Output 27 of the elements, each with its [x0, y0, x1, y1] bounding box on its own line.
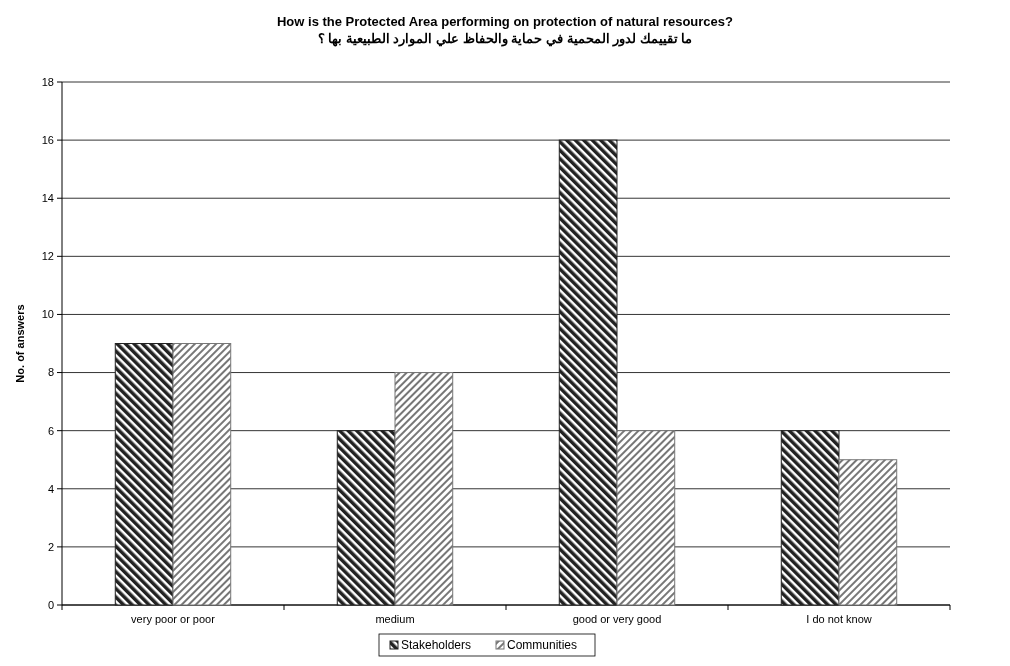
chart-subtitle: ما تقييمك لدور المحمية في حماية والحفاظ علي الموارد الطبيعية بها ؟: [317, 31, 693, 47]
x-tick-label: good or very good: [572, 613, 662, 625]
x-tick-label: I do not know: [806, 613, 872, 625]
y-tick-label: 0: [47, 598, 54, 611]
y-tick-label: 16: [41, 133, 54, 146]
bar: [780, 430, 840, 606]
chart-title: How is the Protected Area performing on protection of natural resources?: [276, 14, 734, 29]
y-tick-label: 8: [47, 366, 54, 379]
bar: [172, 343, 232, 606]
bar: [616, 430, 676, 606]
bar: [558, 139, 618, 606]
bar: [336, 430, 396, 606]
y-tick-label: 12: [41, 250, 54, 263]
y-tick-label: 6: [47, 424, 54, 437]
y-tick-label: 4: [47, 482, 54, 495]
bar: [838, 459, 898, 606]
x-tick-label: very poor or poor: [131, 613, 216, 625]
y-tick-label: 10: [41, 308, 54, 321]
y-tick-label: 2: [47, 540, 54, 553]
y-tick-label: 18: [41, 75, 54, 88]
legend-label: Stakeholders: [401, 638, 472, 653]
bar: [394, 372, 454, 606]
bar: [114, 343, 174, 606]
y-tick-label: 14: [41, 192, 54, 205]
x-tick-label: medium: [375, 613, 415, 625]
legend-label: Communities: [507, 638, 578, 653]
y-axis-title: No. of answers: [14, 304, 26, 383]
